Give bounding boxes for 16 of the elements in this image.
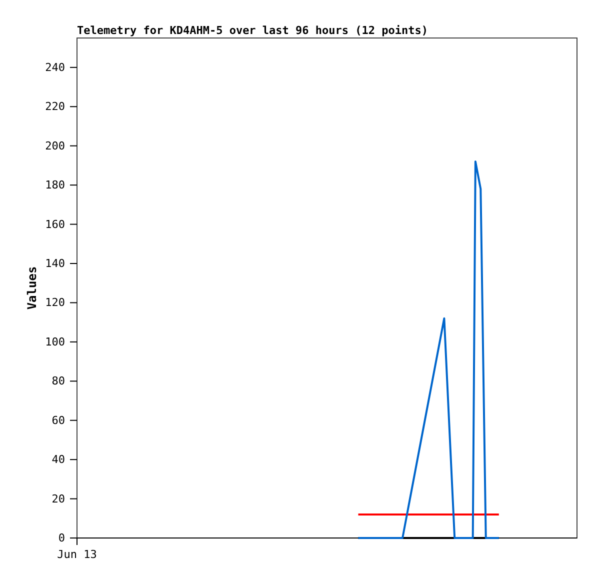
y-tick-label: 80: [52, 374, 65, 388]
y-tick-label: 180: [45, 178, 65, 192]
y-tick-label: 0: [58, 532, 65, 545]
y-axis-title: Values: [25, 266, 39, 310]
y-tick-label: 220: [45, 100, 65, 114]
y-tick-label: 120: [45, 296, 65, 310]
y-tick-label: 20: [52, 492, 65, 506]
chart-title: Telemetry for KD4AHM-5 over last 96 hours (12 points): [77, 24, 428, 37]
y-tick-label: 240: [45, 60, 65, 74]
y-tick-label: 60: [52, 414, 65, 427]
text: Jun 13: [57, 548, 97, 561]
y-tick-label: 40: [52, 453, 65, 466]
y-tick-label: 140: [45, 257, 65, 270]
y-tick-label: 160: [45, 218, 65, 231]
y-tick-label: 100: [45, 335, 65, 348]
y-tick-label: 200: [45, 139, 65, 152]
